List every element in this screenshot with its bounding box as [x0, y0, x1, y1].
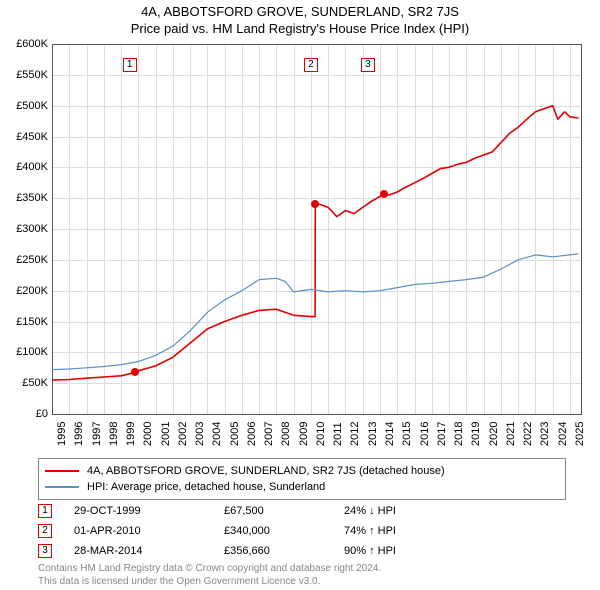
y-tick-label: £350K [16, 192, 48, 204]
x-tick-label: 2013 [367, 422, 379, 446]
x-tick-label: 2007 [263, 422, 275, 446]
x-tick-label: 2002 [177, 422, 189, 446]
sales-row: 3 28-MAR-2014 £356,660 90% ↑ HPI [38, 542, 566, 560]
x-tick-label: 1995 [56, 422, 68, 446]
chart-marker-box: 1 [123, 58, 137, 72]
x-tick-label: 1996 [73, 422, 85, 446]
y-tick-label: £400K [16, 161, 48, 173]
x-tick-label: 2017 [436, 422, 448, 446]
y-tick-label: £0 [36, 408, 48, 420]
x-tick-label: 2006 [246, 422, 258, 446]
y-tick-label: £550K [16, 69, 48, 81]
x-tick-label: 2021 [505, 422, 517, 446]
x-tick-label: 2020 [488, 422, 500, 446]
x-tick-label: 2024 [557, 422, 569, 446]
sale-price: £340,000 [224, 525, 344, 537]
x-tick-label: 2001 [160, 422, 172, 446]
x-tick-label: 2004 [211, 422, 223, 446]
sale-date: 28-MAR-2014 [74, 545, 224, 557]
x-tick-label: 2003 [194, 422, 206, 446]
attribution-line: This data is licensed under the Open Gov… [38, 575, 381, 588]
x-tick-label: 2025 [574, 422, 586, 446]
sale-marker-1: 1 [38, 504, 52, 518]
y-tick-label: £600K [16, 38, 48, 50]
x-tick-label: 2022 [522, 422, 534, 446]
y-tick-label: £200K [16, 285, 48, 297]
x-tick-label: 2011 [332, 422, 344, 446]
series-price_paid [52, 106, 579, 380]
x-tick-label: 2016 [419, 422, 431, 446]
plot-svg [52, 44, 582, 414]
x-tick-label: 2009 [298, 422, 310, 446]
x-tick-label: 1999 [125, 422, 137, 446]
legend-item-hpi: HPI: Average price, detached house, Sund… [45, 479, 559, 495]
sale-date: 29-OCT-1999 [74, 505, 224, 517]
sale-marker-3: 3 [38, 544, 52, 558]
x-axis [52, 414, 582, 415]
legend-swatch [45, 486, 79, 488]
chart-marker-dot [311, 200, 319, 208]
y-tick-label: £250K [16, 254, 48, 266]
x-tick-label: 2018 [453, 422, 465, 446]
y-tick-label: £300K [16, 223, 48, 235]
chart-marker-box: 3 [361, 58, 375, 72]
x-tick-label: 2019 [470, 422, 482, 446]
x-tick-label: 2005 [229, 422, 241, 446]
x-tick-label: 2023 [539, 422, 551, 446]
legend-label: 4A, ABBOTSFORD GROVE, SUNDERLAND, SR2 7J… [87, 465, 445, 477]
chart-title: 4A, ABBOTSFORD GROVE, SUNDERLAND, SR2 7J… [0, 0, 600, 19]
y-tick-label: £50K [22, 377, 48, 389]
chart-subtitle: Price paid vs. HM Land Registry's House … [0, 19, 600, 36]
x-tick-label: 2008 [280, 422, 292, 446]
sales-table: 1 29-OCT-1999 £67,500 24% ↓ HPI 2 01-APR… [38, 502, 566, 562]
y-tick-label: £100K [16, 346, 48, 358]
x-tick-label: 1998 [108, 422, 120, 446]
x-tick-label: 2010 [315, 422, 327, 446]
chart-marker-box: 2 [304, 58, 318, 72]
chart-container: 4A, ABBOTSFORD GROVE, SUNDERLAND, SR2 7J… [0, 0, 600, 590]
legend-swatch [45, 470, 79, 472]
sales-row: 2 01-APR-2010 £340,000 74% ↑ HPI [38, 522, 566, 540]
x-tick-label: 2000 [142, 422, 154, 446]
x-tick-label: 1997 [91, 422, 103, 446]
sale-date: 01-APR-2010 [74, 525, 224, 537]
sale-price: £356,660 [224, 545, 344, 557]
chart-marker-dot [131, 368, 139, 376]
sale-delta: 24% ↓ HPI [344, 505, 396, 517]
sale-delta: 90% ↑ HPI [344, 545, 396, 557]
y-tick-label: £150K [16, 316, 48, 328]
chart-marker-dot [380, 190, 388, 198]
sale-delta: 74% ↑ HPI [344, 525, 396, 537]
sales-row: 1 29-OCT-1999 £67,500 24% ↓ HPI [38, 502, 566, 520]
attribution: Contains HM Land Registry data © Crown c… [38, 562, 381, 588]
x-tick-label: 2014 [384, 422, 396, 446]
legend-label: HPI: Average price, detached house, Sund… [87, 481, 325, 493]
legend: 4A, ABBOTSFORD GROVE, SUNDERLAND, SR2 7J… [38, 458, 566, 500]
y-tick-label: £500K [16, 100, 48, 112]
x-tick-label: 2012 [349, 422, 361, 446]
x-tick-label: 2015 [401, 422, 413, 446]
legend-item-price-paid: 4A, ABBOTSFORD GROVE, SUNDERLAND, SR2 7J… [45, 463, 559, 479]
attribution-line: Contains HM Land Registry data © Crown c… [38, 562, 381, 575]
sale-marker-2: 2 [38, 524, 52, 538]
sale-price: £67,500 [224, 505, 344, 517]
y-tick-label: £450K [16, 131, 48, 143]
